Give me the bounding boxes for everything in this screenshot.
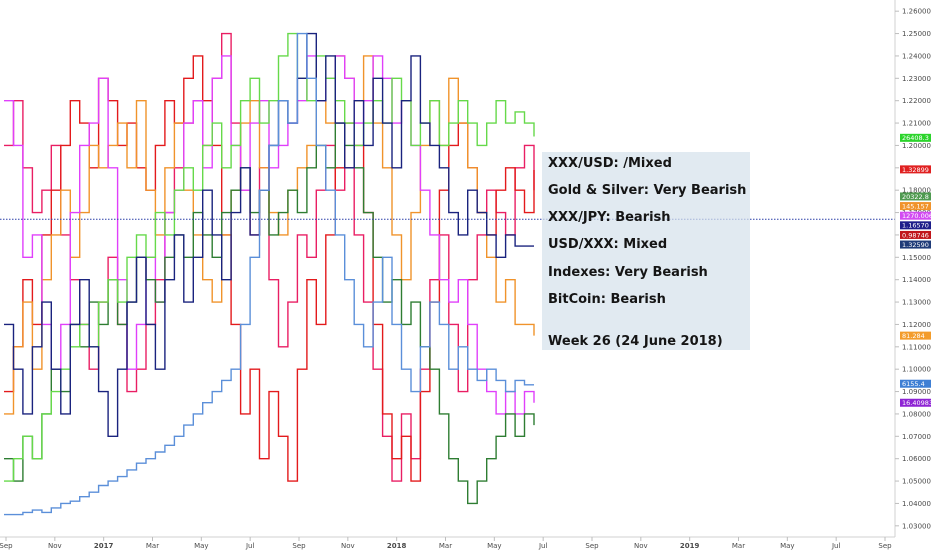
info-line-week: Week 26 (24 June 2018)	[548, 334, 723, 349]
info-line-usd-xxx: USD/XXX: Mixed	[548, 237, 668, 252]
y-tick-label: 1.11000	[902, 343, 931, 351]
price-tag	[900, 221, 931, 230]
x-tick-label: Nov	[48, 542, 62, 550]
x-tick-label: 2017	[94, 542, 114, 550]
y-tick-label: 1.18000	[902, 187, 931, 195]
y-tick-label: 1.07000	[902, 433, 931, 441]
x-tick-label: Nov	[634, 542, 648, 550]
price-tag-label: 1.16570	[902, 222, 929, 230]
price-tag	[900, 379, 931, 388]
series-line-1	[4, 32, 535, 482]
price-tag-label: 26408.3	[902, 134, 929, 142]
price-tag-label: 81.284	[902, 332, 925, 340]
y-tick-label: 1.10000	[902, 366, 931, 374]
y-tick-label: 1.24000	[902, 52, 931, 60]
y-tick-label: 1.05000	[902, 478, 931, 486]
series-layer	[4, 32, 535, 516]
info-line-indexes: Indexes: Very Bearish	[548, 265, 708, 280]
x-tick-label: Mar	[146, 542, 159, 550]
info-line-xxx-jpy: XXX/JPY: Bearish	[548, 210, 671, 225]
price-tag	[900, 331, 931, 340]
price-tag-label: 16.40983	[902, 399, 932, 407]
x-tick-label: Mar	[732, 542, 745, 550]
y-tick-label: 1.04000	[902, 500, 931, 508]
x-tick-label: Sep	[292, 542, 306, 550]
y-axis-ticks: 1.26000 1.25000 1.24000 1.23000 1.22000 1.210…	[895, 8, 931, 530]
x-tick-label: Mar	[439, 542, 452, 550]
x-tick-label: May	[780, 542, 794, 550]
price-tag	[900, 133, 931, 142]
x-tick-label: Sep	[585, 542, 599, 550]
y-tick-label: 1.06000	[902, 455, 931, 463]
price-tag	[900, 211, 931, 220]
y-tick-label: 1.14000	[902, 276, 931, 284]
sentiment-info-box: XXX/USD: /Mixed Gold & Silver: Very Bear…	[542, 152, 750, 350]
price-tag-label: 1.32590	[902, 241, 929, 249]
price-tag	[900, 230, 931, 239]
info-line-gold-silver: Gold & Silver: Very Bearish	[548, 183, 747, 198]
x-tick-label: May	[487, 542, 501, 550]
price-tag	[900, 165, 931, 174]
y-tick-label: 1.12000	[902, 321, 931, 329]
y-tick-label: 1.21000	[902, 120, 931, 128]
y-tick-label: 1.09000	[902, 388, 931, 396]
price-tag-label: 145.157	[902, 202, 929, 210]
price-tag	[900, 192, 931, 201]
price-tag-label: 0.98746	[902, 231, 929, 239]
x-tick-label: May	[194, 542, 208, 550]
y-tick-label: 1.15000	[902, 254, 931, 262]
x-tick-label: Jul	[538, 542, 548, 550]
y-tick-label: 1.08000	[902, 410, 931, 418]
series-line-5	[4, 122, 535, 505]
y-tick-label: 1.13000	[902, 299, 931, 307]
x-tick-label: 2018	[387, 542, 407, 550]
price-tag-label: 20322.8	[902, 193, 929, 201]
x-tick-label: Sep	[878, 542, 892, 550]
x-tick-label: Jul	[831, 542, 841, 550]
price-tag	[900, 240, 931, 249]
x-tick-label: Nov	[341, 542, 355, 550]
series-line-8	[4, 32, 534, 516]
y-tick-label: 1.03000	[902, 522, 931, 530]
y-tick-label: 1.26000	[902, 8, 931, 16]
info-line-bitcoin: BitCoin: Bearish	[548, 292, 666, 307]
y-tick-label: 1.22000	[902, 97, 931, 105]
x-tick-label: Sep	[0, 542, 13, 550]
price-tag	[900, 398, 931, 407]
price-tag-label: 1.32899	[902, 166, 929, 174]
y-tick-label: 1.20000	[902, 142, 931, 150]
price-tag-label: 6155.4	[902, 380, 925, 388]
x-tick-label: 2019	[680, 542, 700, 550]
x-axis-ticks: Sep Nov 2017 Mar May Jul Sep Nov 2018 Mar May Jul Se…	[0, 537, 892, 550]
price-tag-label: 1270.006	[902, 212, 932, 220]
price-tag	[900, 202, 931, 211]
info-line-xxx-usd: XXX/USD: /Mixed	[548, 156, 672, 171]
y-tick-label: 1.25000	[902, 30, 931, 38]
y-tick-label: 1.23000	[902, 75, 931, 83]
x-tick-label: Jul	[245, 542, 255, 550]
